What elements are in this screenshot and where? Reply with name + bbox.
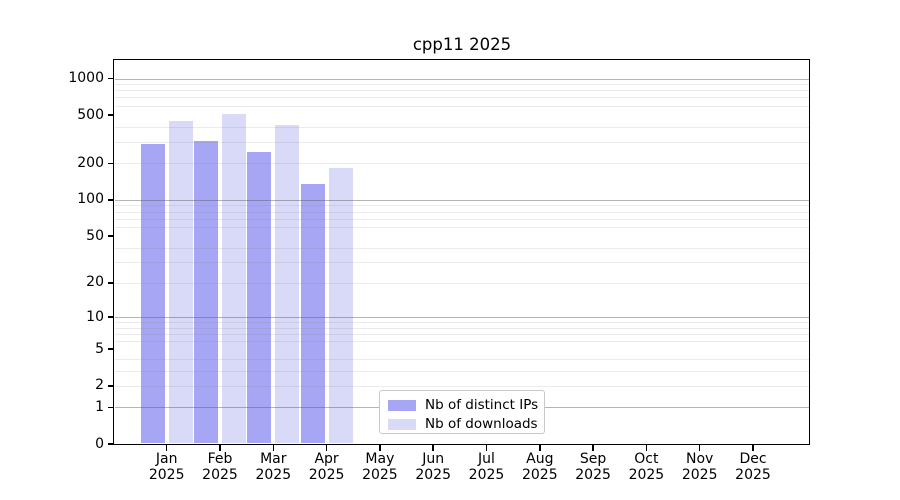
legend-label-distinct-ips: Nb of distinct IPs <box>425 397 539 413</box>
bar-distinct-ips-feb <box>194 141 218 443</box>
x-tick-jul <box>485 445 488 451</box>
bar-distinct-ips-jan <box>140 143 165 443</box>
y-tick-label-20: 20 <box>86 274 104 291</box>
legend-swatch-downloads <box>388 418 416 430</box>
bar-distinct-ips-mar <box>247 151 272 443</box>
y-tick-label-2: 2 <box>95 377 104 394</box>
legend-item-distinct-ips: Nb of distinct IPs <box>388 397 544 413</box>
gridline-minor-30 <box>115 262 809 264</box>
gridline-major-1000 <box>115 78 809 80</box>
gridline-minor-40 <box>115 247 809 249</box>
y-tick-200 <box>108 162 114 165</box>
gridline-minor-70 <box>115 218 809 220</box>
x-tick-label-aug: Aug 2025 <box>521 451 558 483</box>
x-tick-nov <box>698 445 701 451</box>
y-tick-label-10: 10 <box>86 308 104 325</box>
y-tick-50 <box>108 235 114 237</box>
gridline-major-100 <box>115 199 809 201</box>
x-tick-mar <box>272 445 275 451</box>
y-tick-1 <box>108 406 114 409</box>
bar-downloads-feb <box>222 114 246 443</box>
gridline-minor-300 <box>115 142 809 144</box>
gridline-minor-80 <box>115 211 809 213</box>
y-tick-label-50: 50 <box>86 227 104 244</box>
gridline-minor-2 <box>115 385 809 387</box>
bar-distinct-ips-apr <box>300 184 325 443</box>
y-tick-label-500: 500 <box>77 106 104 123</box>
y-tick-20 <box>108 282 114 284</box>
gridline-minor-600 <box>115 105 809 107</box>
y-tick-10 <box>108 316 114 318</box>
y-tick-label-100: 100 <box>77 191 104 208</box>
legend-swatch-distinct-ips <box>388 399 416 411</box>
y-tick-0 <box>108 443 114 445</box>
y-tick-label-1000: 1000 <box>68 70 104 87</box>
y-tick-label-5: 5 <box>95 340 104 357</box>
gridline-minor-3 <box>115 370 809 372</box>
x-tick-apr <box>325 445 328 451</box>
y-tick-1000 <box>108 77 114 80</box>
gridline-minor-60 <box>115 226 809 228</box>
y-tick-5 <box>108 348 114 350</box>
x-tick-oct <box>645 445 648 451</box>
gridline-minor-6 <box>115 341 809 343</box>
x-tick-dec <box>752 445 754 451</box>
y-tick-label-1: 1 <box>95 398 104 415</box>
y-tick-label-200: 200 <box>77 154 104 171</box>
x-tick-label-dec: Dec 2025 <box>735 451 771 483</box>
x-tick-label-sep: Sep 2025 <box>575 451 611 483</box>
chart-title: cpp11 2025 <box>412 35 512 54</box>
gridline-minor-900 <box>115 84 809 86</box>
x-tick-label-jul: Jul 2025 <box>468 451 505 483</box>
gridline-minor-400 <box>115 126 809 128</box>
gridline-minor-8 <box>115 327 809 329</box>
y-tick-500 <box>108 114 114 116</box>
bar-downloads-jan <box>168 120 193 443</box>
x-tick-sep <box>592 445 594 451</box>
bar-downloads-apr <box>328 167 353 443</box>
x-tick-label-may: May 2025 <box>362 451 398 483</box>
gridline-minor-4 <box>115 358 809 360</box>
x-tick-aug <box>539 445 541 451</box>
y-tick-label-0: 0 <box>95 435 104 452</box>
x-tick-label-apr: Apr 2025 <box>308 451 345 483</box>
y-tick-2 <box>108 385 114 387</box>
legend: Nb of distinct IPs Nb of downloads <box>379 390 545 434</box>
x-tick-jan <box>165 445 168 451</box>
gridline-minor-9 <box>115 322 809 324</box>
legend-item-downloads: Nb of downloads <box>388 416 544 432</box>
x-tick-label-nov: Nov 2025 <box>681 451 718 483</box>
x-tick-label-jan: Jan 2025 <box>148 451 185 483</box>
gridline-minor-90 <box>115 205 809 207</box>
legend-label-downloads: Nb of downloads <box>425 416 538 432</box>
x-tick-label-oct: Oct 2025 <box>628 451 665 483</box>
x-tick-label-jun: Jun 2025 <box>415 451 451 483</box>
bar-downloads-mar <box>275 124 300 443</box>
x-tick-jun <box>432 445 434 451</box>
gridline-minor-7 <box>115 334 809 335</box>
gridline-minor-20 <box>115 282 809 284</box>
gridline-minor-200 <box>115 163 809 165</box>
x-tick-label-feb: Feb 2025 <box>202 451 238 483</box>
x-tick-may <box>379 445 381 451</box>
gridline-minor-700 <box>115 97 809 99</box>
x-tick-feb <box>219 445 221 451</box>
gridline-major-10 <box>115 317 809 319</box>
x-tick-label-mar: Mar 2025 <box>255 451 292 483</box>
gridline-minor-800 <box>115 90 809 92</box>
y-tick-100 <box>108 199 114 201</box>
